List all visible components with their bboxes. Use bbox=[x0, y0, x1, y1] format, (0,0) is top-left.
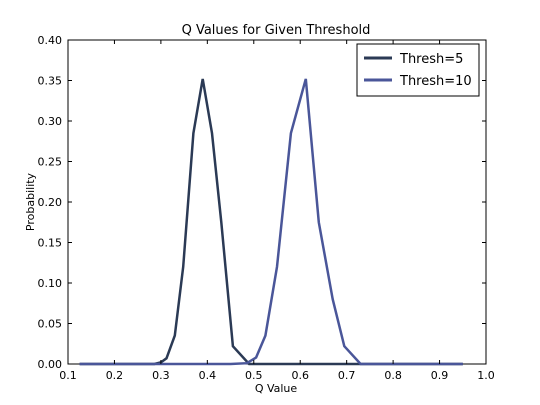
x-tick-label: 0.1 bbox=[59, 369, 77, 382]
y-tick-label: 0.20 bbox=[38, 196, 63, 209]
x-axis-label: Q Value bbox=[255, 382, 298, 395]
legend: Thresh=5 Thresh=10 bbox=[356, 43, 480, 97]
y-tick-label: 0.30 bbox=[38, 115, 63, 128]
x-tick-label: 0.6 bbox=[291, 369, 309, 382]
series-layer bbox=[79, 78, 463, 366]
plot-area: 0.1 0.2 0.3 0.4 0.5 0.6 0.7 0.8 0.9 1.0 0.00 0.05 0.… bbox=[38, 34, 495, 382]
x-tick-label: 0.7 bbox=[338, 369, 356, 382]
y-axis-label: Probability bbox=[24, 172, 37, 231]
y-tick-label: 0.05 bbox=[38, 318, 63, 331]
x-tick-label: 0.3 bbox=[152, 369, 170, 382]
chart-title: Q Values for Given Threshold bbox=[182, 23, 371, 38]
ticks-layer: 0.1 0.2 0.3 0.4 0.5 0.6 0.7 0.8 0.9 1.0 0.00 0.05 0.… bbox=[38, 34, 495, 382]
series-line-thresh10 bbox=[79, 78, 463, 366]
y-tick-label: 0.10 bbox=[38, 277, 63, 290]
y-tick-label: 0.15 bbox=[38, 237, 63, 250]
x-tick-label: 0.2 bbox=[106, 369, 124, 382]
y-tick-label: 0.00 bbox=[38, 358, 63, 371]
x-tick-label: 0.9 bbox=[431, 369, 449, 382]
y-tick-label: 0.40 bbox=[38, 34, 63, 47]
series-line-thresh5 bbox=[79, 78, 463, 366]
legend-label-thresh5: Thresh=5 bbox=[399, 52, 463, 67]
legend-box bbox=[356, 43, 480, 97]
x-tick-label: 0.8 bbox=[384, 369, 402, 382]
y-tick-label: 0.35 bbox=[38, 75, 63, 88]
legend-label-thresh10: Thresh=10 bbox=[399, 74, 472, 89]
x-tick-label: 0.4 bbox=[199, 369, 217, 382]
x-tick-label: 1.0 bbox=[477, 369, 495, 382]
x-tick-label: 0.5 bbox=[245, 369, 263, 382]
y-tick-label: 0.25 bbox=[38, 156, 63, 169]
